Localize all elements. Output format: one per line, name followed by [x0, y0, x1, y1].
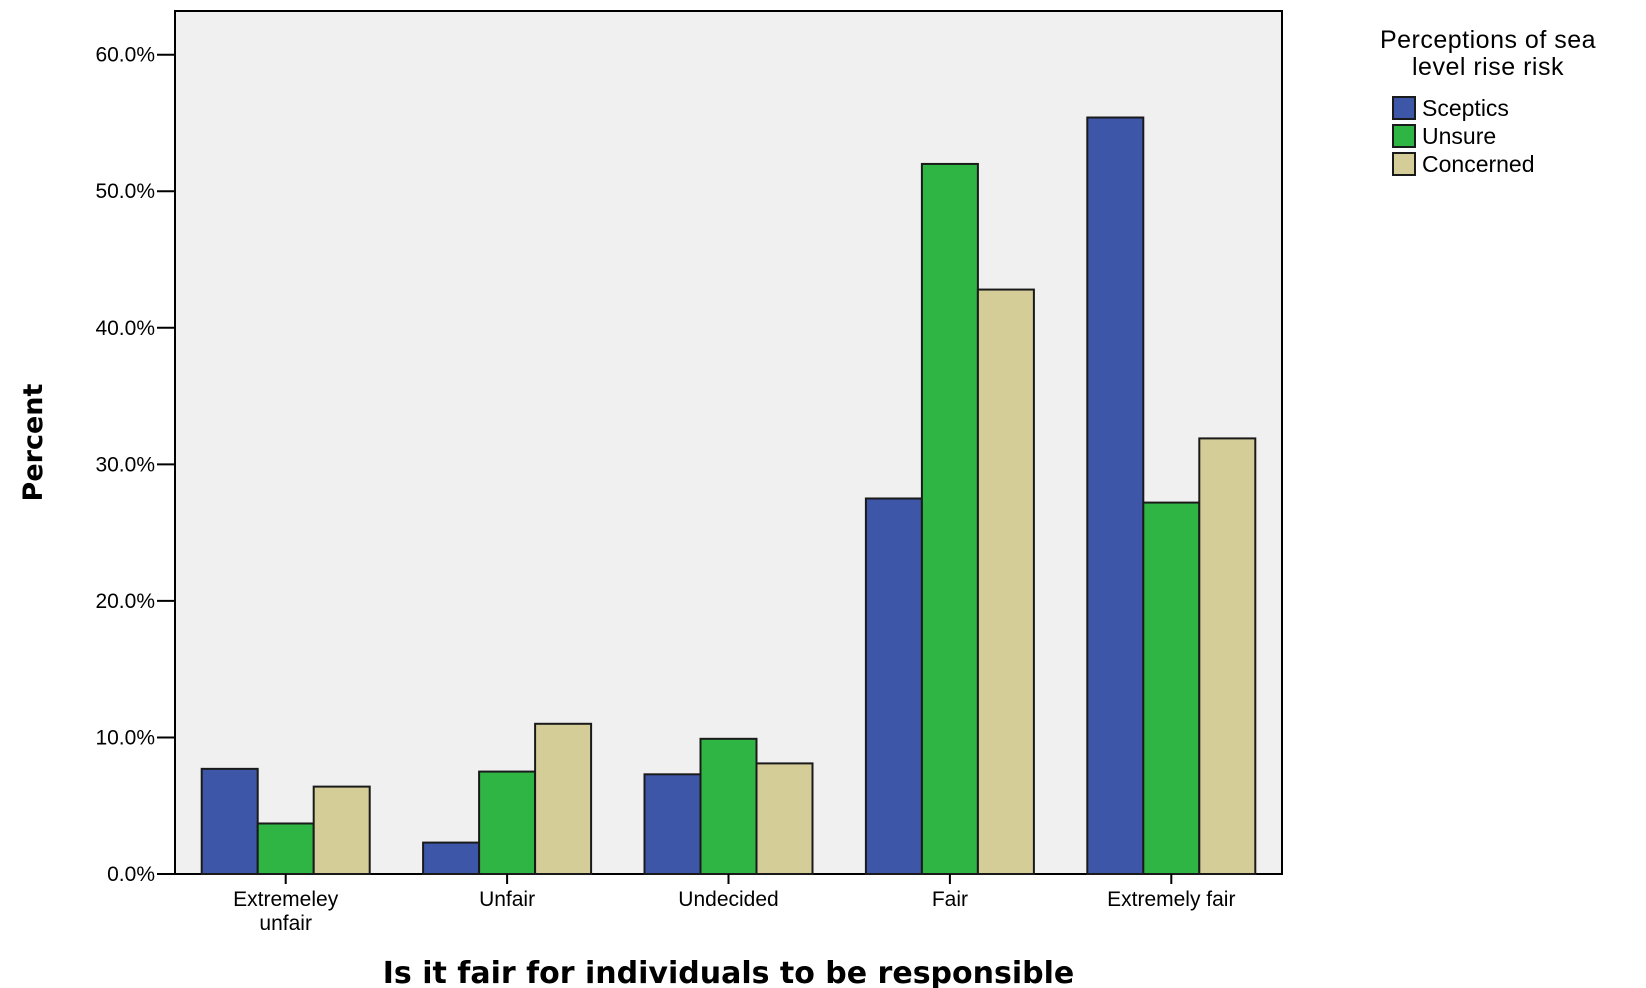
- legend-label-concerned: Concerned: [1422, 151, 1535, 177]
- y-tick-label: 60.0%: [95, 44, 155, 67]
- bar-unsure-4: [1142, 501, 1201, 875]
- legend-title-line: Perceptions of sea: [1380, 26, 1596, 54]
- x-category-label: Fair: [932, 888, 968, 911]
- y-axis-title: Percent: [18, 383, 49, 501]
- y-axis: 0.0% 10.0% 20.0% 30.0% 40.0% 50.0% 60.0%: [95, 44, 175, 886]
- bars-group: [200, 116, 1257, 876]
- bar-concerned-3: [976, 288, 1035, 875]
- x-category-label-line: unfair: [259, 912, 312, 935]
- bar-unsure-1: [478, 770, 537, 876]
- bar-sceptics-1: [422, 841, 481, 876]
- bar-unsure-3: [920, 162, 979, 875]
- y-tick-label: 50.0%: [95, 180, 155, 203]
- legend-swatch-concerned: [1392, 152, 1416, 176]
- legend-swatch-unsure: [1392, 124, 1416, 148]
- x-category-label-line: Fair: [932, 888, 968, 911]
- bar-unsure-2: [699, 737, 758, 875]
- y-tick-label: 10.0%: [95, 726, 155, 749]
- y-tick-label: 30.0%: [95, 453, 155, 476]
- x-category-label: Extremeley unfair: [233, 888, 339, 935]
- bar-sceptics-3: [864, 497, 923, 875]
- x-category-label-line: Extremely fair: [1107, 888, 1235, 911]
- legend-label-sceptics: Sceptics: [1422, 95, 1509, 121]
- bar-concerned-1: [534, 722, 593, 876]
- bar-sceptics-0: [200, 767, 259, 876]
- y-tick-label: 20.0%: [95, 590, 155, 613]
- x-axis: Extremeley unfair Unfair Undecided Fair Extre…: [233, 874, 1235, 935]
- x-category-label: Undecided: [678, 888, 778, 911]
- x-category-label-line: Unfair: [479, 888, 535, 911]
- x-category-label: Extremely fair: [1107, 888, 1235, 911]
- legend-swatch-sceptics: [1392, 96, 1416, 120]
- legend-label-unsure: Unsure: [1422, 123, 1496, 149]
- x-category-label-line: Undecided: [678, 888, 778, 911]
- y-tick-label: 40.0%: [95, 317, 155, 340]
- x-axis-title: Is it fair for individuals to be respons…: [383, 956, 1075, 988]
- bar-sceptics-4: [1086, 116, 1145, 875]
- y-tick-label: 0.0%: [107, 863, 155, 886]
- legend-title-line: level rise risk: [1412, 53, 1564, 81]
- x-category-label: Unfair: [479, 888, 535, 911]
- bar-concerned-2: [755, 762, 814, 875]
- bar-concerned-4: [1198, 437, 1257, 875]
- bar-sceptics-2: [643, 773, 702, 876]
- x-category-label-line: Extremeley: [233, 888, 339, 911]
- bar-unsure-0: [256, 822, 315, 875]
- bar-concerned-0: [312, 785, 371, 876]
